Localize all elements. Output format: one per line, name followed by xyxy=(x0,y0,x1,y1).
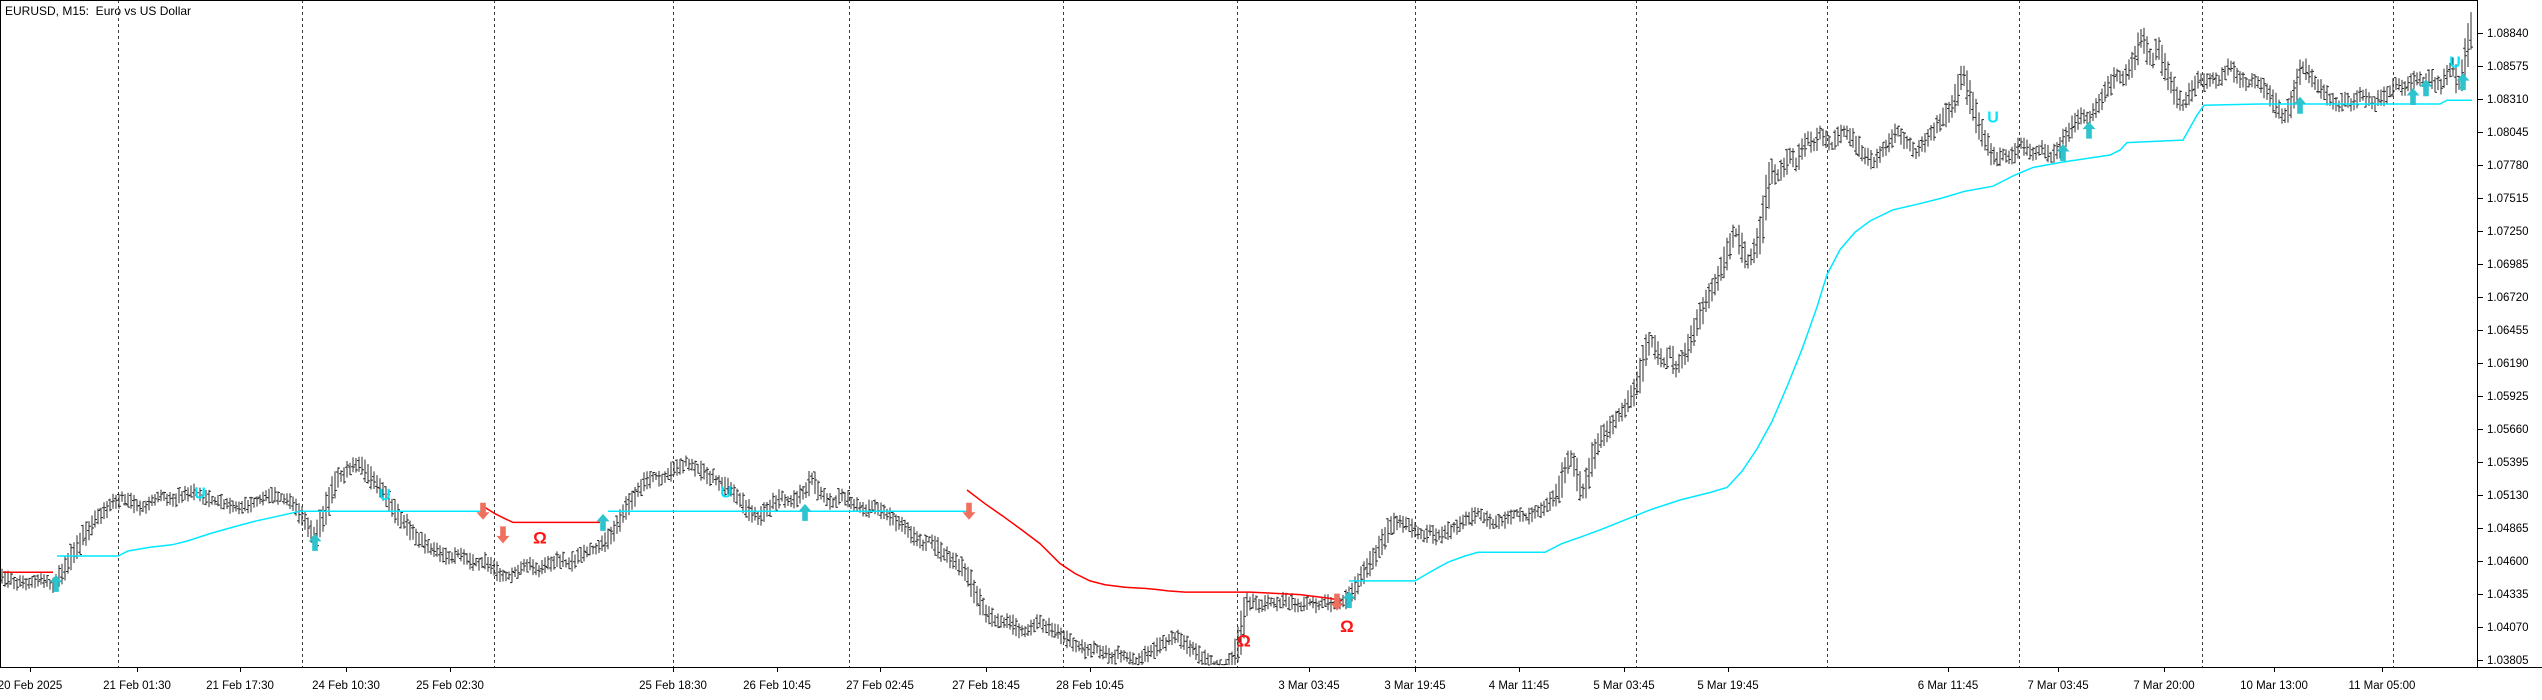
time-axis-label: 27 Feb 18:45 xyxy=(952,680,1020,692)
price-axis-label: 1.05925 xyxy=(2487,391,2529,403)
price-axis-label: 1.06455 xyxy=(2487,325,2529,337)
buy-arrow-icon xyxy=(2456,73,2470,91)
time-axis-label: 24 Feb 10:30 xyxy=(312,680,380,692)
buy-arrow-icon xyxy=(2082,121,2096,139)
price-axis-label: 1.05395 xyxy=(2487,457,2529,469)
buy-arrow-icon xyxy=(596,513,610,531)
time-axis-label: 4 Mar 11:45 xyxy=(1489,680,1550,692)
price-axis-label: 1.04865 xyxy=(2487,523,2529,535)
time-axis-label: 27 Feb 02:45 xyxy=(846,680,914,692)
time-axis-label: 3 Mar 03:45 xyxy=(1278,680,1339,692)
time-axis-label: 28 Feb 10:45 xyxy=(1056,680,1124,692)
close-short-omega-icon: Ω xyxy=(533,528,547,547)
price-axis-label: 1.08310 xyxy=(2487,94,2529,106)
price-axis-label: 1.04335 xyxy=(2487,589,2529,601)
time-axis-label: 5 Mar 03:45 xyxy=(1593,680,1654,692)
close-long-u-icon: U xyxy=(1987,109,1999,126)
trailing-stop-up-line xyxy=(57,99,2472,582)
sell-arrow-icon xyxy=(476,502,490,520)
price-axis-label: 1.08840 xyxy=(2487,28,2529,40)
time-axis-label: 7 Mar 03:45 xyxy=(2027,680,2088,692)
time-axis[interactable]: 20 Feb 2025 21 Feb 01:30 21 Feb 17:30 24 Fe… xyxy=(0,667,2415,692)
time-axis-label: 11 Mar 05:00 xyxy=(2349,680,2416,692)
chart-title: EURUSD, M15: Euro vs US Dollar xyxy=(5,4,192,18)
ohlc-bars xyxy=(1,12,2472,665)
buy-arrow-icon xyxy=(49,574,63,592)
time-axis-label: 3 Mar 19:45 xyxy=(1384,680,1445,692)
trailing-stop-down-line-segment xyxy=(966,489,1343,602)
sell-arrow-icon xyxy=(962,502,976,520)
time-axis-label: 7 Mar 20:00 xyxy=(2133,680,2194,692)
gridlines xyxy=(118,0,2394,667)
price-axis-label: 1.04600 xyxy=(2487,556,2529,568)
time-axis-label: 6 Mar 11:45 xyxy=(1918,680,1979,692)
close-short-omega-icon: Ω xyxy=(1237,632,1251,651)
close-long-u-icon: U xyxy=(194,486,206,503)
time-axis-label: 10 Mar 13:00 xyxy=(2240,680,2308,692)
trailing-stop-down-line xyxy=(3,489,1343,602)
close-long-u-icon: U xyxy=(720,484,732,501)
price-axis-label: 1.06190 xyxy=(2487,358,2529,370)
price-axis-label: 1.05130 xyxy=(2487,490,2529,502)
close-long-u-icon: U xyxy=(379,487,391,504)
time-axis-label: 26 Feb 10:45 xyxy=(743,680,811,692)
buy-arrow-icon xyxy=(2056,144,2070,162)
time-axis-label: 5 Mar 19:45 xyxy=(1697,680,1758,692)
buy-arrow-icon xyxy=(2406,88,2420,106)
price-axis-label: 1.06985 xyxy=(2487,259,2529,271)
price-axis-label: 1.03805 xyxy=(2487,655,2529,667)
trailing-stop-down-line-segment xyxy=(482,505,600,524)
sell-arrow-icon xyxy=(496,526,510,544)
price-axis-label: 1.08575 xyxy=(2487,61,2529,73)
time-axis-label: 21 Feb 17:30 xyxy=(206,680,274,692)
time-axis-label: 20 Feb 2025 xyxy=(0,680,62,692)
price-axis-label: 1.07780 xyxy=(2487,160,2529,172)
sell-arrow-icon xyxy=(1330,593,1344,611)
buy-arrow-icon xyxy=(1342,591,1356,609)
price-axis-label: 1.05660 xyxy=(2487,424,2529,436)
price-axis-label: 1.08045 xyxy=(2487,127,2529,139)
buy-arrow-icon xyxy=(798,503,812,521)
buy-arrow-icon xyxy=(308,533,322,551)
price-axis-label: 1.07250 xyxy=(2487,226,2529,238)
close-long-u-icon: U xyxy=(2449,55,2461,72)
price-axis[interactable]: 1.08840 1.08575 1.08310 1.08045 1.07780 1.075… xyxy=(2477,28,2529,667)
ohlc-open-close-ticks xyxy=(0,35,2473,666)
trailing-stop-up-line-segment xyxy=(57,510,483,557)
time-axis-label: 25 Feb 18:30 xyxy=(639,680,707,692)
price-axis-label: 1.07515 xyxy=(2487,193,2529,205)
close-short-omega-icon: Ω xyxy=(1340,617,1354,636)
price-axis-label: 1.04070 xyxy=(2487,622,2529,634)
buy-arrow-icon xyxy=(2293,96,2307,114)
time-axis-label: 21 Feb 01:30 xyxy=(103,680,171,692)
chart-frame xyxy=(0,0,2542,668)
trailing-stop-up-line-segment xyxy=(1349,99,2472,582)
time-axis-label: 25 Feb 02:30 xyxy=(416,680,484,692)
price-axis-label: 1.06720 xyxy=(2487,292,2529,304)
buy-arrow-icon xyxy=(2419,79,2433,97)
